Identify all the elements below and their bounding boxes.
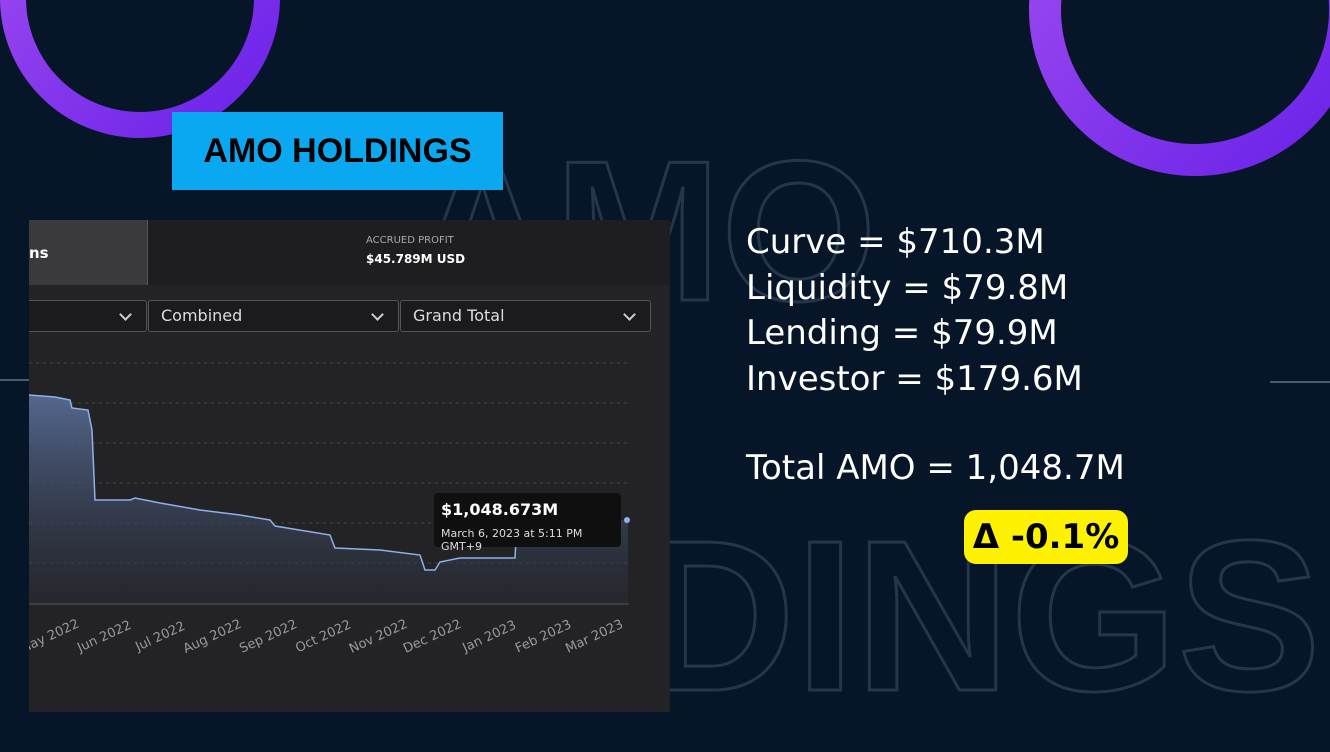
chart-panel: ns ACCRUED PROFIT $45.789M USD Combined … [29,220,670,712]
dropdown-label: Grand Total [413,306,505,325]
x-tick-label: Oct 2022 [293,617,353,656]
tooltip-value: $1,048.673M [441,500,559,519]
dropdown-label: Combined [161,306,243,325]
area [29,395,628,604]
hover-dot [624,517,630,523]
delta-badge: Δ -0.1% [964,510,1128,564]
dropdown[interactable]: Combined [148,300,399,332]
x-tick-label: Nov 2022 [347,617,410,657]
tab[interactable]: ns [29,220,147,285]
accrued-label: ACCRUED PROFIT [366,235,454,246]
arc-left [0,0,280,138]
total: Total AMO = 1,048.7M [746,448,1125,488]
stats: Curve = $710.3M Liquidity = $79.8M Lending… [746,220,1083,402]
panel-header: ACCRUED PROFIT $45.789M USD [147,220,670,285]
stat-line: Lending = $79.9M [746,313,1058,354]
dropdown[interactable]: Grand Total [400,300,651,332]
tooltip: $1,048.673M March 6, 2023 at 5:11 PM GMT… [434,493,621,553]
delta: Δ -0.1% [972,517,1120,557]
x-tick-label: May 2022 [29,616,82,657]
x-tick-label: Mar 2023 [563,617,625,657]
x-tick-label: Dec 2022 [401,617,464,657]
stat-line: Liquidity = $79.8M [746,267,1069,308]
accrued-value: $45.789M USD [366,252,466,266]
title-box: AMO HOLDINGS [172,112,503,190]
title: AMO HOLDINGS [203,131,472,170]
x-tick-label: Jun 2022 [74,618,133,656]
x-tick-label: Feb 2023 [513,617,574,656]
x-tick-label: Aug 2022 [181,617,244,657]
tab-label: ns [29,243,49,262]
tooltip-date: March 6, 2023 at 5:11 PM GMT+9 [441,527,583,553]
arc-right [1029,0,1330,176]
dropdown[interactable] [29,300,147,332]
line [29,394,518,571]
x-tick-label: Sep 2022 [237,617,299,657]
stat-line: Investor = $179.6M [746,358,1083,399]
x-tick-label: Jul 2022 [132,619,187,655]
stat-line: Curve = $710.3M [746,222,1045,262]
x-tick-label: Jan 2023 [459,618,518,656]
